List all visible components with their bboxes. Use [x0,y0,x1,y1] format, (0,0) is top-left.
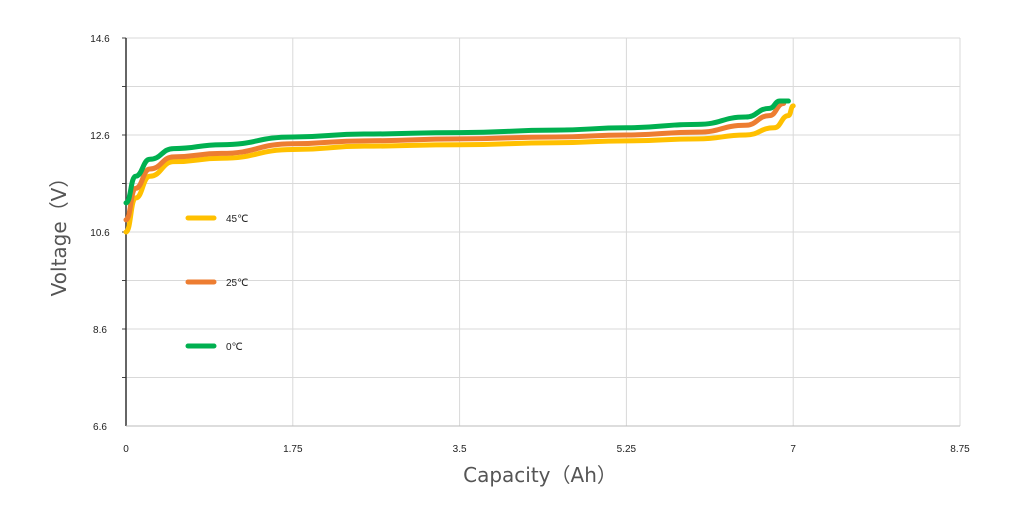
y-tick-label: 8.6 [93,325,107,336]
x-tick-label: 1.75 [283,444,303,455]
x-tick-label: 5.25 [617,444,637,455]
y-axis-label: Voltage（V） [47,168,71,297]
series-line-2 [123,98,791,206]
legend-label: 0℃ [226,342,243,353]
x-tick-label: 8.75 [950,444,970,455]
series-line-1 [123,100,787,223]
y-tick-label: 10.6 [90,228,110,239]
x-axis-label: Capacity（Ah） [463,463,617,487]
x-tick-label: 3.5 [453,444,467,455]
series-line-0 [123,103,796,235]
y-tick-label: 14.6 [90,34,110,45]
x-tick-label: 0 [123,444,129,455]
legend-label: 25℃ [226,278,248,289]
legend-label: 45℃ [226,214,248,225]
x-tick-label: 7 [790,444,796,455]
y-tick-label: 12.6 [90,131,110,142]
y-tick-label: 6.6 [93,422,107,433]
